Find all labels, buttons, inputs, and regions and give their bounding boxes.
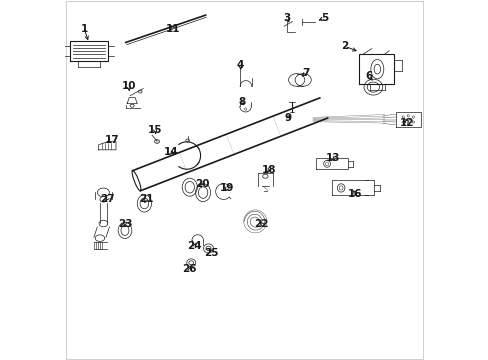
Text: 15: 15	[148, 125, 162, 135]
Text: 7: 7	[302, 68, 309, 78]
Text: 9: 9	[285, 113, 291, 123]
Text: 16: 16	[347, 189, 362, 199]
Text: 18: 18	[261, 165, 276, 175]
Text: 6: 6	[365, 71, 371, 81]
Text: 3: 3	[283, 13, 290, 23]
Text: 4: 4	[236, 60, 244, 70]
Text: 12: 12	[399, 118, 414, 128]
Text: 2: 2	[340, 41, 347, 51]
Text: 27: 27	[100, 194, 114, 204]
Text: 10: 10	[121, 81, 136, 91]
Text: 22: 22	[254, 219, 268, 229]
Text: 13: 13	[325, 153, 339, 163]
Text: 24: 24	[187, 240, 202, 251]
Text: 21: 21	[139, 194, 154, 204]
Text: 20: 20	[194, 179, 209, 189]
Text: 26: 26	[182, 264, 197, 274]
Text: 11: 11	[165, 24, 180, 34]
Text: 23: 23	[118, 219, 132, 229]
Text: 14: 14	[163, 147, 178, 157]
Text: 8: 8	[238, 96, 245, 107]
Text: 17: 17	[104, 135, 119, 145]
Text: 1: 1	[81, 24, 88, 34]
Text: 19: 19	[220, 183, 234, 193]
Text: 25: 25	[203, 248, 218, 258]
Text: 5: 5	[320, 13, 327, 23]
